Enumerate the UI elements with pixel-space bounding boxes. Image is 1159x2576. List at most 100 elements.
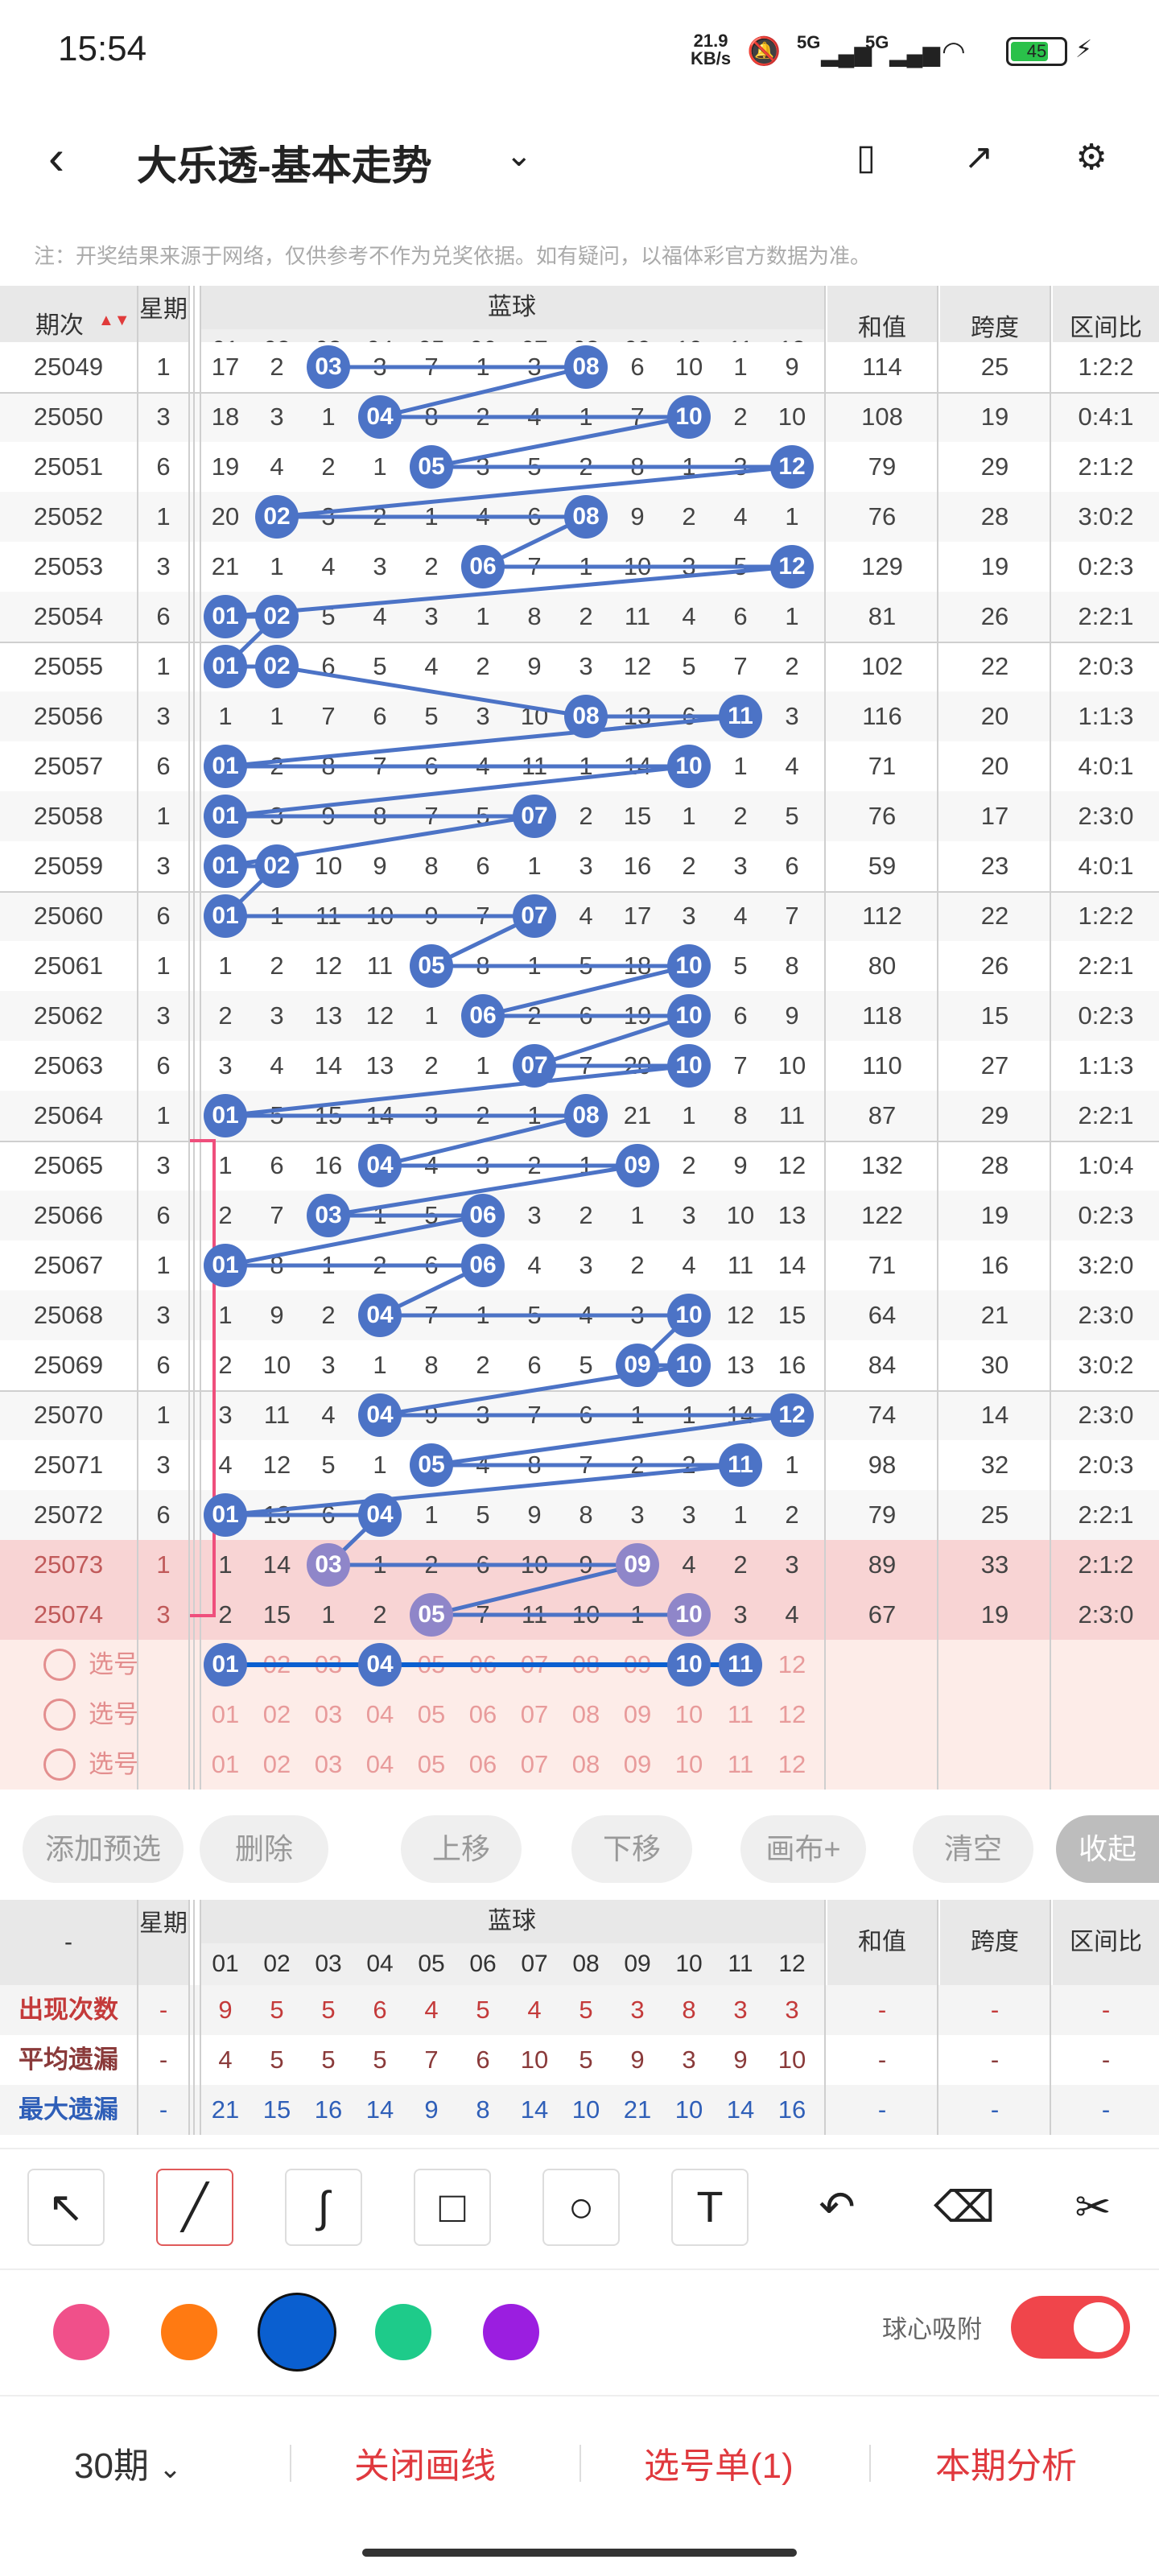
drawn-ball[interactable]: 05	[410, 944, 453, 988]
sort-arrows-icon[interactable]: ▲▼	[98, 312, 130, 329]
pick-number[interactable]: 02	[262, 1750, 291, 1778]
undo-icon[interactable]: ↶	[819, 2183, 856, 2231]
clear-button[interactable]: 清空	[913, 1815, 1033, 1883]
drawn-ball[interactable]: 04	[358, 1294, 402, 1337]
drawn-ball[interactable]: 06	[461, 1244, 505, 1287]
drawn-ball[interactable]: 10	[667, 1044, 711, 1088]
drawn-ball[interactable]: 10	[667, 1593, 711, 1637]
drawn-ball[interactable]: 05	[410, 445, 453, 489]
pick-number[interactable]: 07	[520, 1650, 549, 1678]
drawn-ball[interactable]: 07	[513, 894, 556, 938]
arrow-tool-icon[interactable]: ↖	[27, 2169, 105, 2246]
pick-number[interactable]: 05	[417, 1650, 446, 1678]
pick-radio[interactable]	[43, 1699, 76, 1731]
eraser-icon[interactable]: ⌫	[933, 2183, 996, 2231]
drawn-ball[interactable]: 10	[667, 994, 711, 1038]
color-swatch-pink[interactable]	[53, 2304, 109, 2360]
drawn-ball[interactable]: 01	[204, 795, 247, 838]
drawn-ball[interactable]: 12	[770, 545, 814, 588]
pick-number[interactable]: 08	[571, 1750, 600, 1778]
pick-number[interactable]: 09	[623, 1750, 652, 1778]
period-analysis-button[interactable]: 本期分析	[935, 2446, 1077, 2486]
snap-toggle[interactable]	[1011, 2296, 1130, 2359]
drawn-ball[interactable]: 09	[616, 1144, 659, 1187]
drawn-ball[interactable]: 01	[204, 595, 247, 638]
pick-number[interactable]: 10	[674, 1700, 703, 1728]
drawn-ball[interactable]: 01	[204, 645, 247, 688]
pick-number[interactable]: 11	[727, 1750, 754, 1778]
color-swatch-green[interactable]	[375, 2304, 431, 2360]
pick-number[interactable]: 11	[727, 1700, 754, 1728]
selected-pick-ball[interactable]: 01	[204, 1643, 247, 1686]
selected-pick-ball[interactable]: 10	[667, 1643, 711, 1686]
pick-number[interactable]: 03	[314, 1700, 343, 1728]
drawn-ball[interactable]: 03	[307, 345, 350, 389]
move-up-button[interactable]: 上移	[401, 1815, 522, 1883]
back-arrow-icon[interactable]: ‹	[48, 130, 64, 184]
layout-icon[interactable]: ▯	[856, 138, 876, 177]
pick-number[interactable]: 09	[623, 1700, 652, 1728]
chevron-down-icon[interactable]: ⌄	[505, 138, 533, 173]
drawn-ball[interactable]: 04	[358, 1393, 402, 1437]
pick-number[interactable]: 07	[520, 1750, 549, 1778]
drawn-ball[interactable]: 01	[204, 894, 247, 938]
drawn-ball[interactable]: 10	[667, 395, 711, 439]
pick-number[interactable]: 06	[468, 1750, 497, 1778]
pick-number[interactable]: 05	[417, 1700, 446, 1728]
pick-number[interactable]: 12	[777, 1750, 806, 1778]
drawn-ball[interactable]: 03	[307, 1194, 350, 1237]
pick-number[interactable]: 03	[314, 1750, 343, 1778]
drawn-ball[interactable]: 08	[564, 495, 608, 539]
pick-number[interactable]: 06	[468, 1700, 497, 1728]
pick-number[interactable]: 01	[211, 1750, 240, 1778]
drawn-ball[interactable]: 01	[204, 844, 247, 888]
color-swatch-orange[interactable]	[161, 2304, 217, 2360]
line-tool-icon[interactable]: ╱	[156, 2169, 233, 2246]
drawn-ball[interactable]: 02	[255, 844, 299, 888]
drawn-ball[interactable]: 07	[513, 1044, 556, 1088]
drawn-ball[interactable]: 10	[667, 745, 711, 788]
drawn-ball[interactable]: 06	[461, 545, 505, 588]
delete-button[interactable]: 删除	[200, 1815, 328, 1883]
pick-radio[interactable]	[43, 1649, 76, 1681]
color-swatch-blue[interactable]	[258, 2293, 336, 2372]
drawn-ball[interactable]: 11	[719, 695, 762, 738]
drawn-ball[interactable]: 08	[564, 695, 608, 738]
pick-radio[interactable]	[43, 1748, 76, 1781]
drawn-ball[interactable]: 02	[255, 645, 299, 688]
close-drawing-button[interactable]: 关闭画线	[354, 2446, 496, 2486]
rectangle-tool-icon[interactable]: □	[414, 2169, 491, 2246]
drawn-ball[interactable]: 06	[461, 1194, 505, 1237]
pick-number[interactable]: 04	[365, 1700, 394, 1728]
drawn-ball[interactable]: 03	[307, 1543, 350, 1587]
drawn-ball[interactable]: 11	[719, 1443, 762, 1487]
pick-number[interactable]: 04	[365, 1750, 394, 1778]
pick-number[interactable]: 07	[520, 1700, 549, 1728]
pick-number[interactable]: 12	[777, 1650, 806, 1678]
drawn-ball[interactable]: 09	[616, 1344, 659, 1387]
color-swatch-purple[interactable]	[483, 2304, 539, 2360]
drawn-ball[interactable]: 10	[667, 1294, 711, 1337]
drawn-ball[interactable]: 12	[770, 1393, 814, 1437]
drawn-ball[interactable]: 08	[564, 345, 608, 389]
drawn-ball[interactable]: 06	[461, 994, 505, 1038]
pick-number[interactable]: 06	[468, 1650, 497, 1678]
drawn-ball[interactable]: 02	[255, 595, 299, 638]
share-icon[interactable]: ↗	[963, 138, 994, 177]
drawn-ball[interactable]: 04	[358, 1493, 402, 1537]
drawn-ball[interactable]: 04	[358, 395, 402, 439]
drawn-ball[interactable]: 01	[204, 1094, 247, 1137]
text-tool-icon[interactable]: T	[671, 2169, 749, 2246]
pick-number[interactable]: 02	[262, 1700, 291, 1728]
drawn-ball[interactable]: 09	[616, 1543, 659, 1587]
drawn-ball[interactable]: 12	[770, 445, 814, 489]
pick-number[interactable]: 02	[262, 1650, 291, 1678]
drawn-ball[interactable]: 04	[358, 1144, 402, 1187]
drawn-ball[interactable]: 01	[204, 1493, 247, 1537]
pick-number[interactable]: 08	[571, 1650, 600, 1678]
period-count-select[interactable]: 30期 ⌄	[74, 2446, 182, 2486]
selected-pick-ball[interactable]: 04	[358, 1643, 402, 1686]
pick-number[interactable]: 08	[571, 1700, 600, 1728]
curve-tool-icon[interactable]: ∫	[285, 2169, 362, 2246]
clear-drawing-icon[interactable]: ✂	[1074, 2183, 1112, 2231]
